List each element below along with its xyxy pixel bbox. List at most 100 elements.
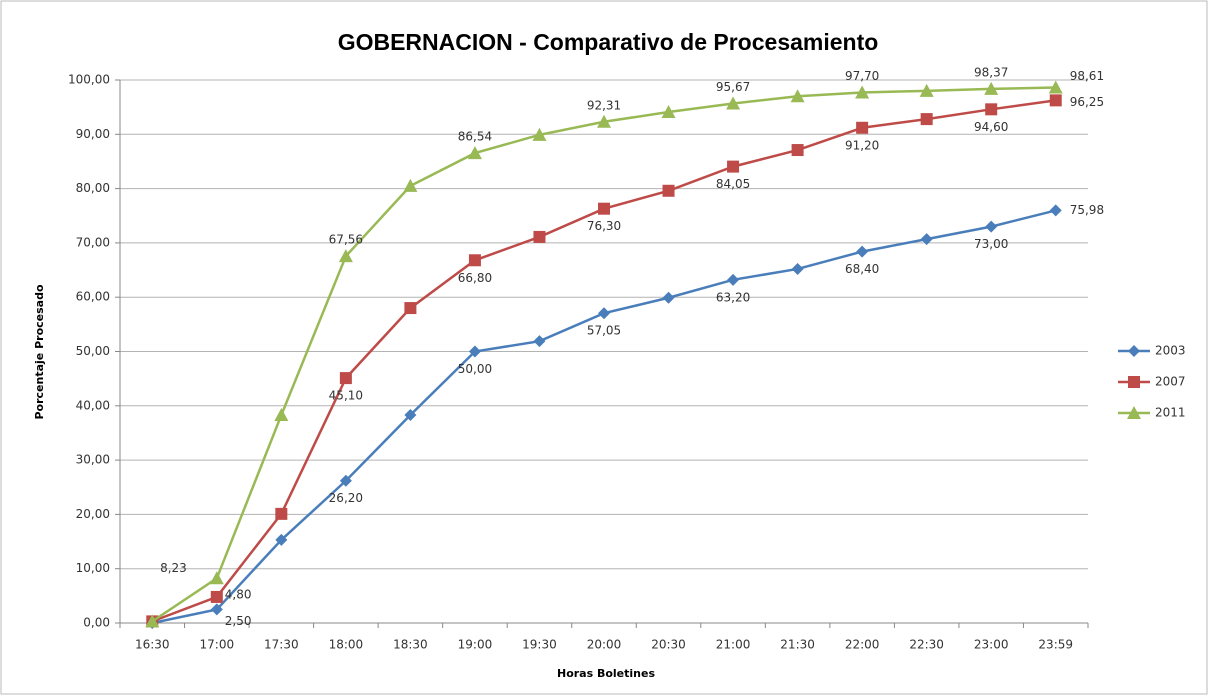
y-tick-label: 70,00	[76, 235, 110, 249]
y-tick-label: 100,00	[68, 73, 110, 87]
x-tick-label: 22:00	[845, 638, 880, 652]
data-label: 97,70	[845, 69, 879, 83]
marker	[597, 114, 611, 128]
legend-label: 2007	[1155, 375, 1186, 389]
x-tick-label: 18:30	[393, 638, 428, 652]
y-tick-label: 10,00	[76, 561, 110, 575]
data-label: 76,30	[587, 219, 621, 233]
data-label: 2,50	[225, 614, 252, 628]
y-tick-label: 60,00	[76, 290, 110, 304]
data-label: 45,10	[329, 389, 363, 403]
marker	[404, 302, 417, 315]
marker	[598, 307, 610, 320]
x-tick-label: 20:00	[587, 638, 622, 652]
marker	[856, 121, 869, 134]
x-tick-label: 23:00	[974, 638, 1009, 652]
marker	[1048, 80, 1063, 94]
marker	[403, 178, 418, 192]
marker	[662, 291, 675, 304]
marker	[855, 85, 870, 99]
x-tick-label: 21:30	[780, 638, 815, 652]
marker	[919, 83, 934, 97]
marker	[662, 184, 675, 197]
x-tick-label: 19:30	[522, 638, 557, 652]
y-tick-label: 50,00	[76, 344, 110, 358]
marker	[727, 273, 740, 286]
data-label: 4,80	[225, 587, 252, 601]
data-label: 73,00	[974, 237, 1008, 251]
data-label: 86,54	[458, 130, 492, 144]
x-tick-label: 17:30	[264, 638, 299, 652]
marker	[404, 409, 417, 422]
chart-title: GOBERNACION - Comparativo de Procesamien…	[338, 29, 879, 55]
data-label: 91,20	[845, 138, 879, 152]
marker	[727, 160, 740, 173]
marker	[338, 249, 353, 263]
marker	[1049, 204, 1062, 217]
data-label: 75,98	[1070, 203, 1104, 217]
marker	[274, 408, 289, 422]
marker	[598, 202, 610, 215]
marker	[275, 533, 288, 546]
legend-marker	[1128, 376, 1140, 388]
x-tick-label: 17:00	[200, 638, 235, 652]
marker	[339, 474, 352, 487]
data-label: 84,05	[716, 177, 750, 191]
marker	[1049, 94, 1062, 107]
legend-label: 2003	[1155, 344, 1186, 358]
legend-marker	[1127, 406, 1141, 419]
data-label: 66,80	[458, 271, 492, 285]
marker	[468, 254, 481, 267]
x-tick-label: 22:30	[909, 638, 944, 652]
y-tick-label: 0,00	[83, 616, 110, 630]
x-tick-label: 16:30	[135, 638, 170, 652]
data-label: 26,20	[329, 491, 363, 505]
marker	[533, 230, 546, 243]
data-label: 68,40	[845, 262, 879, 276]
x-tick-label: 21:00	[716, 638, 751, 652]
marker	[661, 105, 676, 119]
marker	[210, 603, 223, 616]
y-axis-label: Porcentaje Procesado	[33, 284, 46, 419]
marker	[532, 127, 547, 141]
data-label: 8,23	[160, 561, 187, 575]
marker	[467, 146, 482, 160]
y-tick-label: 20,00	[76, 507, 110, 521]
marker	[791, 144, 804, 157]
marker	[856, 245, 869, 258]
data-label: 67,56	[329, 233, 363, 247]
data-label: 94,60	[974, 120, 1008, 134]
y-tick-label: 90,00	[76, 127, 110, 141]
x-tick-label: 19:00	[458, 638, 493, 652]
data-label: 92,31	[587, 98, 621, 112]
marker	[339, 372, 352, 385]
marker	[210, 590, 223, 603]
legend-label: 2011	[1155, 406, 1186, 420]
data-label: 96,25	[1070, 95, 1104, 109]
marker	[984, 81, 999, 95]
marker	[726, 96, 741, 110]
data-label: 98,37	[974, 65, 1008, 79]
y-tick-label: 30,00	[76, 453, 110, 467]
marker	[468, 345, 481, 358]
x-axis-label: Horas Boletines	[557, 667, 655, 680]
marker	[920, 113, 933, 126]
data-label: 95,67	[716, 80, 750, 94]
marker	[533, 335, 546, 348]
marker	[275, 507, 288, 520]
marker	[209, 571, 224, 585]
marker	[985, 103, 998, 116]
data-label: 98,61	[1070, 69, 1104, 83]
legend-marker	[1128, 345, 1140, 357]
marker	[790, 89, 805, 103]
marker	[791, 262, 804, 275]
marker	[145, 614, 160, 628]
data-label: 57,05	[587, 324, 621, 338]
data-label: 63,20	[716, 290, 750, 304]
x-tick-label: 20:30	[651, 638, 686, 652]
marker	[920, 233, 933, 246]
y-tick-label: 40,00	[76, 398, 110, 412]
data-label: 50,00	[458, 362, 492, 376]
x-tick-label: 23:59	[1038, 638, 1073, 652]
